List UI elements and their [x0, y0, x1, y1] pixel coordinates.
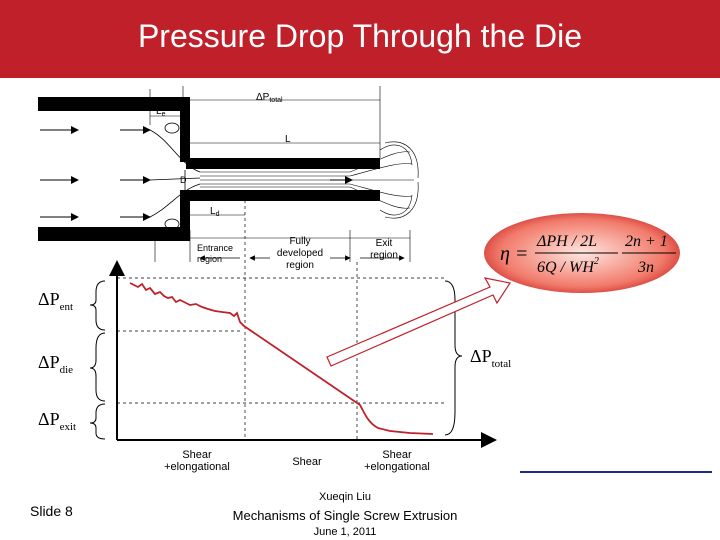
eq-den2: 3n: [637, 259, 654, 276]
brace-total: [444, 280, 463, 436]
label-dp-total-top: ΔPtotal: [256, 92, 283, 104]
pressure-plot: ΔPent ΔPdie ΔPexit ΔPtotal Shear +elongat…: [38, 260, 511, 473]
label-dp-exit: ΔPexit: [38, 409, 76, 433]
brace-ent: [89, 280, 106, 331]
label-entrance-region: Entrance region: [197, 243, 233, 264]
footer-date: June 1, 2011: [313, 526, 377, 538]
equation-box: η = ΔPH / 2L 6Q / WH2 2n + 1 3n: [484, 213, 680, 293]
label-dp-die: ΔPdie: [38, 352, 73, 376]
title-bar: Pressure Drop Through the Die: [0, 0, 720, 78]
barrel-wall-upper: [38, 97, 182, 111]
eq-num1: ΔPH / 2L: [536, 233, 597, 250]
eq-num2: 2n + 1: [625, 233, 668, 250]
pointer-arrow: [326, 277, 511, 367]
barrel-wall-lower: [38, 227, 182, 241]
label-l: L: [285, 134, 291, 145]
label-ld: Ld: [210, 206, 220, 218]
x-region-3: Shear +elongational: [364, 449, 430, 473]
label-fully-developed-region: Fully developed region: [277, 236, 323, 271]
slide-number: Slide 8: [30, 503, 73, 519]
footer-info: Xueqin Liu Mechanisms of Single Screw Ex…: [200, 491, 490, 538]
footer-course: Mechanisms of Single Screw Extrusion: [232, 508, 458, 523]
label-dp-total: ΔPtotal: [470, 346, 511, 370]
x-region-1: Shear +elongational: [164, 449, 230, 473]
die-wall-upper: [186, 158, 380, 169]
slide-title: Pressure Drop Through the Die: [137, 18, 583, 54]
footer-author: Xueqin Liu: [319, 491, 371, 503]
eq-den1: 6Q / WH2: [537, 256, 599, 276]
brace-exit: [89, 403, 106, 440]
die-schematic: D Le ΔPtotal L Ld Entrance region Fully de…: [38, 86, 419, 440]
die-step-upper: [180, 97, 190, 162]
label-d: D: [180, 175, 187, 185]
die-step-lower: [180, 190, 190, 241]
label-exit-region: Exit region: [370, 238, 398, 261]
die-wall-lower: [186, 190, 380, 201]
label-dp-ent: ΔPent: [38, 289, 73, 313]
x-region-2: Shear: [292, 456, 322, 468]
eq-lhs: η =: [500, 243, 528, 265]
brace-die: [89, 332, 106, 402]
label-le: Le: [156, 106, 166, 118]
pressure-curve: [129, 282, 434, 435]
